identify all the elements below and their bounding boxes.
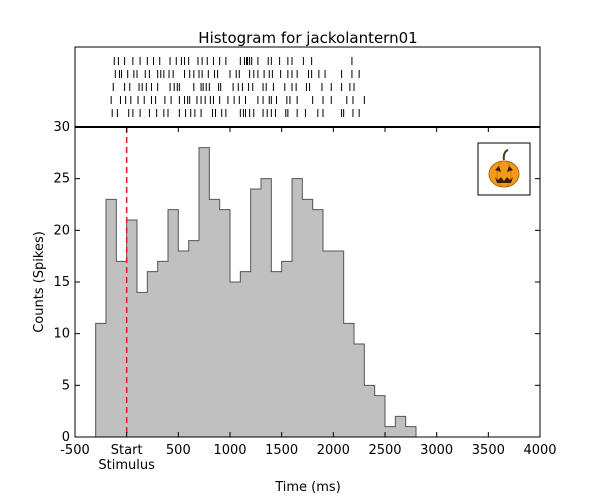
y-axis-ticks: 0 5 10 15 20 25 30	[53, 120, 540, 445]
x-axis-label: Time (ms)	[274, 480, 341, 495]
icon-inset	[477, 142, 531, 196]
x-tick-label: 1000	[213, 443, 246, 458]
y-tick-label: 0	[62, 430, 70, 445]
x-tick-label: 500	[166, 443, 191, 458]
x-tick-label: Start	[111, 443, 143, 458]
y-axis-label: Counts (Spikes)	[32, 231, 47, 333]
x-tick-label: -500	[60, 443, 90, 458]
x-axis-ticks: -500 Start 500 1000 1500 2000 2500 3000 3500 4000	[60, 127, 557, 458]
y-tick-label: 30	[53, 120, 70, 135]
y-tick-label: 20	[53, 223, 70, 238]
raster-marks	[110, 57, 365, 117]
x-tick-label: 2500	[368, 443, 401, 458]
x-tick-label: 2000	[317, 443, 350, 458]
x-tick-label: 4000	[523, 443, 556, 458]
y-tick-label: 25	[53, 172, 70, 187]
x-tick-label: 3500	[472, 443, 505, 458]
jack-o-lantern-icon	[488, 149, 520, 188]
raster-panel	[74, 46, 541, 128]
chart-title: Histogram for jackolantern01	[198, 29, 417, 47]
y-tick-label: 5	[62, 378, 70, 393]
histogram-plot: -500 Start 500 1000 1500 2000 2500 3000 3500 4000…	[32, 120, 557, 495]
x-tick-label: 1500	[265, 443, 298, 458]
raster-frame	[74, 46, 541, 128]
y-tick-label: 15	[53, 275, 70, 290]
x-tick-label: 3000	[420, 443, 453, 458]
y-tick-label: 10	[53, 327, 70, 342]
stimulus-label: Stimulus	[98, 458, 155, 473]
